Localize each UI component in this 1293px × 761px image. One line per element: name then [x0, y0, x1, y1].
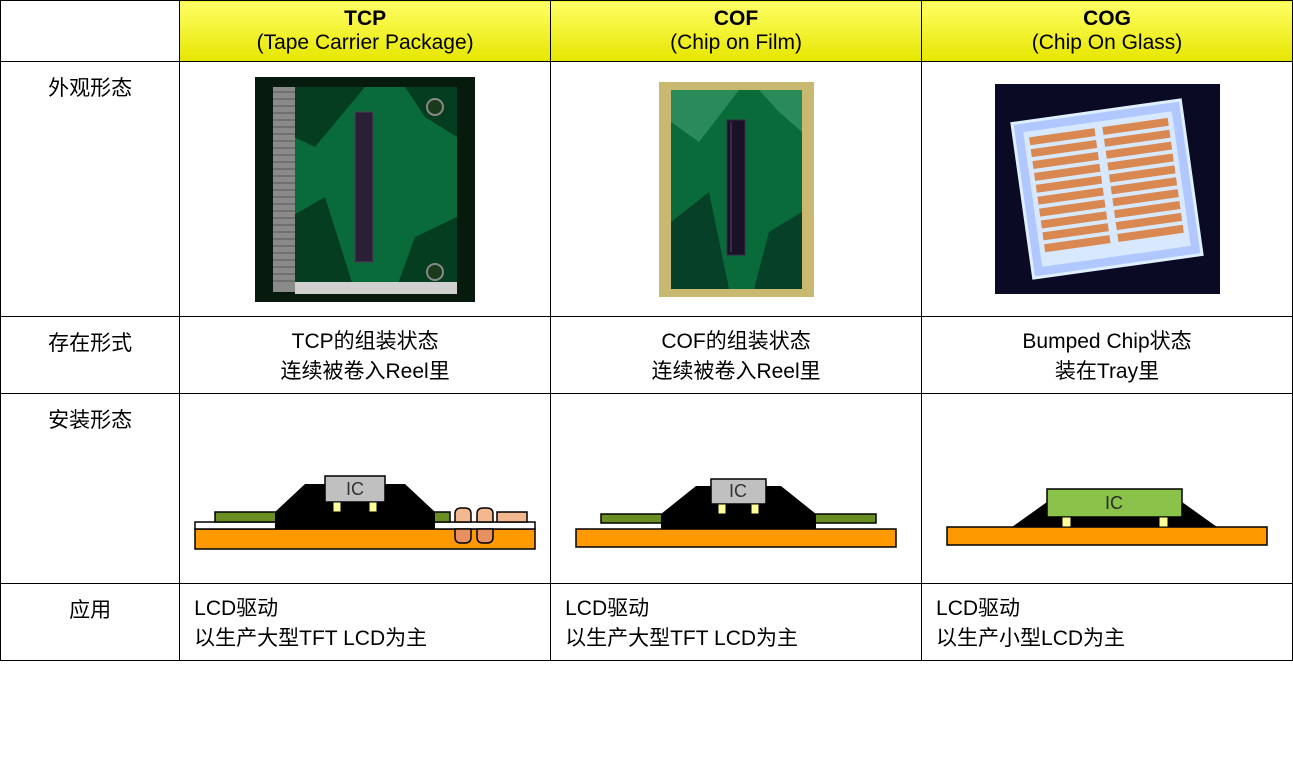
row-label-app: 应用 — [1, 584, 180, 661]
tcp-photo-icon — [255, 77, 475, 302]
mount-cof: IC — [551, 394, 922, 584]
app-tcp: LCD驱动 以生产大型TFT LCD为主 — [180, 584, 551, 661]
mount-cog: IC — [922, 394, 1293, 584]
mount-tcp: IC — [180, 394, 551, 584]
appearance-cog — [922, 62, 1293, 317]
cof-photo-icon — [659, 82, 814, 297]
cof-cross-section-icon: IC — [556, 394, 916, 574]
header-tcp: TCP (Tape Carrier Package) — [180, 1, 551, 62]
comparison-table: TCP (Tape Carrier Package) COF (Chip on … — [0, 0, 1293, 661]
cog-photo-icon — [995, 84, 1220, 294]
row-label-appearance: 外观形态 — [1, 62, 180, 317]
app-line2: 以生产大型TFT LCD为主 — [565, 622, 907, 652]
exist-line1: Bumped Chip状态 — [928, 325, 1286, 355]
header-abbr: TCP — [184, 7, 546, 31]
app-line2: 以生产大型TFT LCD为主 — [194, 622, 536, 652]
cog-cross-section-icon: IC — [927, 394, 1287, 574]
header-abbr: COF — [555, 7, 917, 31]
row-label-mount: 安装形态 — [1, 394, 180, 584]
app-line1: LCD驱动 — [194, 592, 536, 622]
exist-line2: 装在Tray里 — [928, 355, 1286, 385]
header-full: (Chip on Film) — [555, 31, 917, 55]
appearance-tcp — [180, 62, 551, 317]
corner-cell — [1, 1, 180, 62]
appearance-cof — [551, 62, 922, 317]
ic-label: IC — [729, 481, 747, 501]
exist-tcp: TCP的组装状态 连续被卷入Reel里 — [180, 317, 551, 394]
exist-line2: 连续被卷入Reel里 — [186, 355, 544, 385]
app-line1: LCD驱动 — [936, 592, 1278, 622]
ic-label: IC — [1105, 493, 1123, 513]
tcp-cross-section-icon: IC — [185, 394, 545, 574]
app-cof: LCD驱动 以生产大型TFT LCD为主 — [551, 584, 922, 661]
header-cog: COG (Chip On Glass) — [922, 1, 1293, 62]
exist-line2: 连续被卷入Reel里 — [557, 355, 915, 385]
exist-cog: Bumped Chip状态 装在Tray里 — [922, 317, 1293, 394]
app-line1: LCD驱动 — [565, 592, 907, 622]
exist-cof: COF的组装状态 连续被卷入Reel里 — [551, 317, 922, 394]
app-line2: 以生产小型LCD为主 — [936, 622, 1278, 652]
header-cof: COF (Chip on Film) — [551, 1, 922, 62]
header-full: (Tape Carrier Package) — [184, 31, 546, 55]
app-cog: LCD驱动 以生产小型LCD为主 — [922, 584, 1293, 661]
exist-line1: TCP的组装状态 — [186, 325, 544, 355]
header-abbr: COG — [926, 7, 1288, 31]
ic-label: IC — [346, 479, 364, 499]
exist-line1: COF的组装状态 — [557, 325, 915, 355]
header-full: (Chip On Glass) — [926, 31, 1288, 55]
row-label-exist: 存在形式 — [1, 317, 180, 394]
